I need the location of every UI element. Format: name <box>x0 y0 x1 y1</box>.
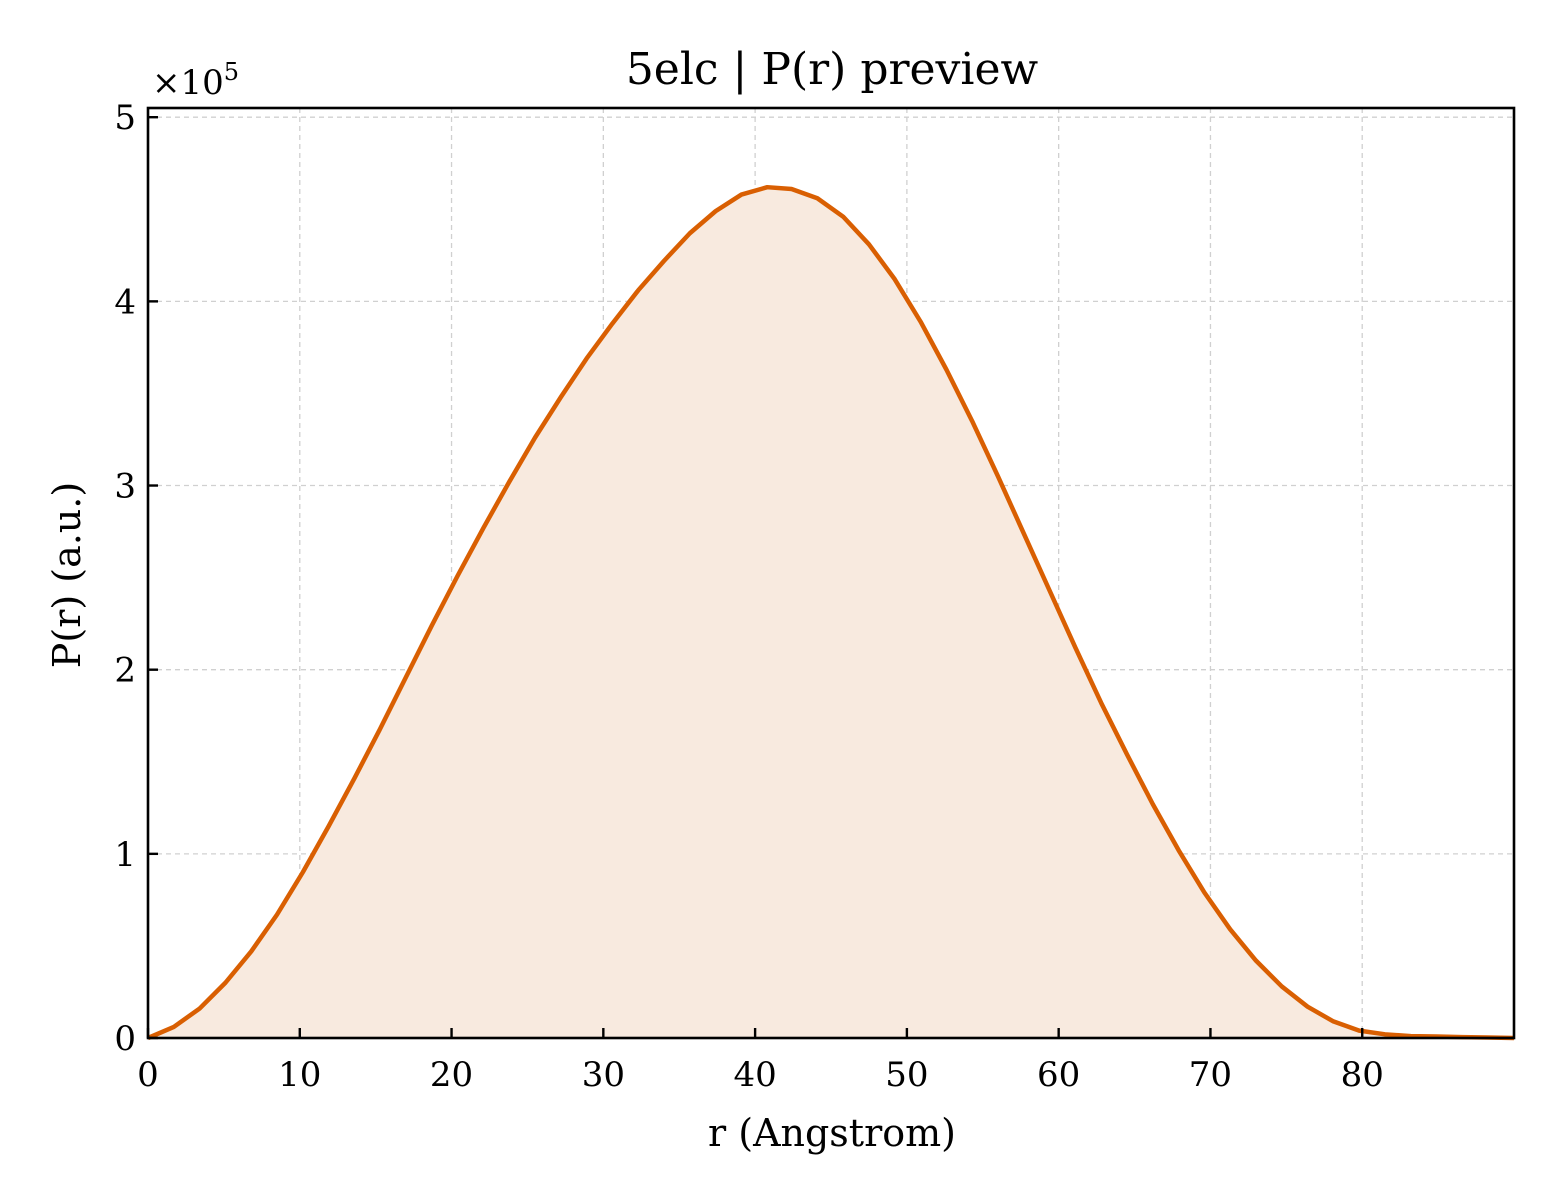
chart-title: 5elc | P(r) preview <box>626 44 1039 95</box>
series-line <box>147 184 1515 1041</box>
x-tick-label: 0 <box>137 1055 159 1095</box>
plot-frame <box>146 106 1516 1040</box>
x-tick-label: 80 <box>1341 1055 1384 1095</box>
y-multiplier-base: ×10 <box>152 63 224 103</box>
x-tick-label: 30 <box>582 1055 625 1095</box>
x-tick-label: 70 <box>1189 1055 1232 1095</box>
y-tick-label: 5 <box>114 98 136 138</box>
x-axis-label: r (Angstrom) <box>708 1111 956 1155</box>
x-tick-label: 60 <box>1037 1055 1080 1095</box>
x-tick-label: 10 <box>278 1055 321 1095</box>
y-tick-label: 3 <box>114 467 136 507</box>
y-tick-label: 0 <box>114 1019 136 1059</box>
x-tick-label: 40 <box>733 1055 776 1095</box>
y-tick-label: 1 <box>114 835 136 875</box>
x-tick-label: 50 <box>885 1055 928 1095</box>
x-tick-label: 20 <box>430 1055 473 1095</box>
y-multiplier: ×105 <box>152 58 239 103</box>
y-multiplier-exponent: 5 <box>224 58 239 86</box>
y-tick-label: 4 <box>114 282 136 322</box>
y-tick-label: 2 <box>114 651 136 691</box>
area-fill <box>148 187 1514 1038</box>
y-axis-label: P(r) (a.u.) <box>45 482 89 668</box>
ticks: 0 10 20 30 40 50 60 70 80 0 1 2 3 4 5 <box>114 98 1383 1095</box>
